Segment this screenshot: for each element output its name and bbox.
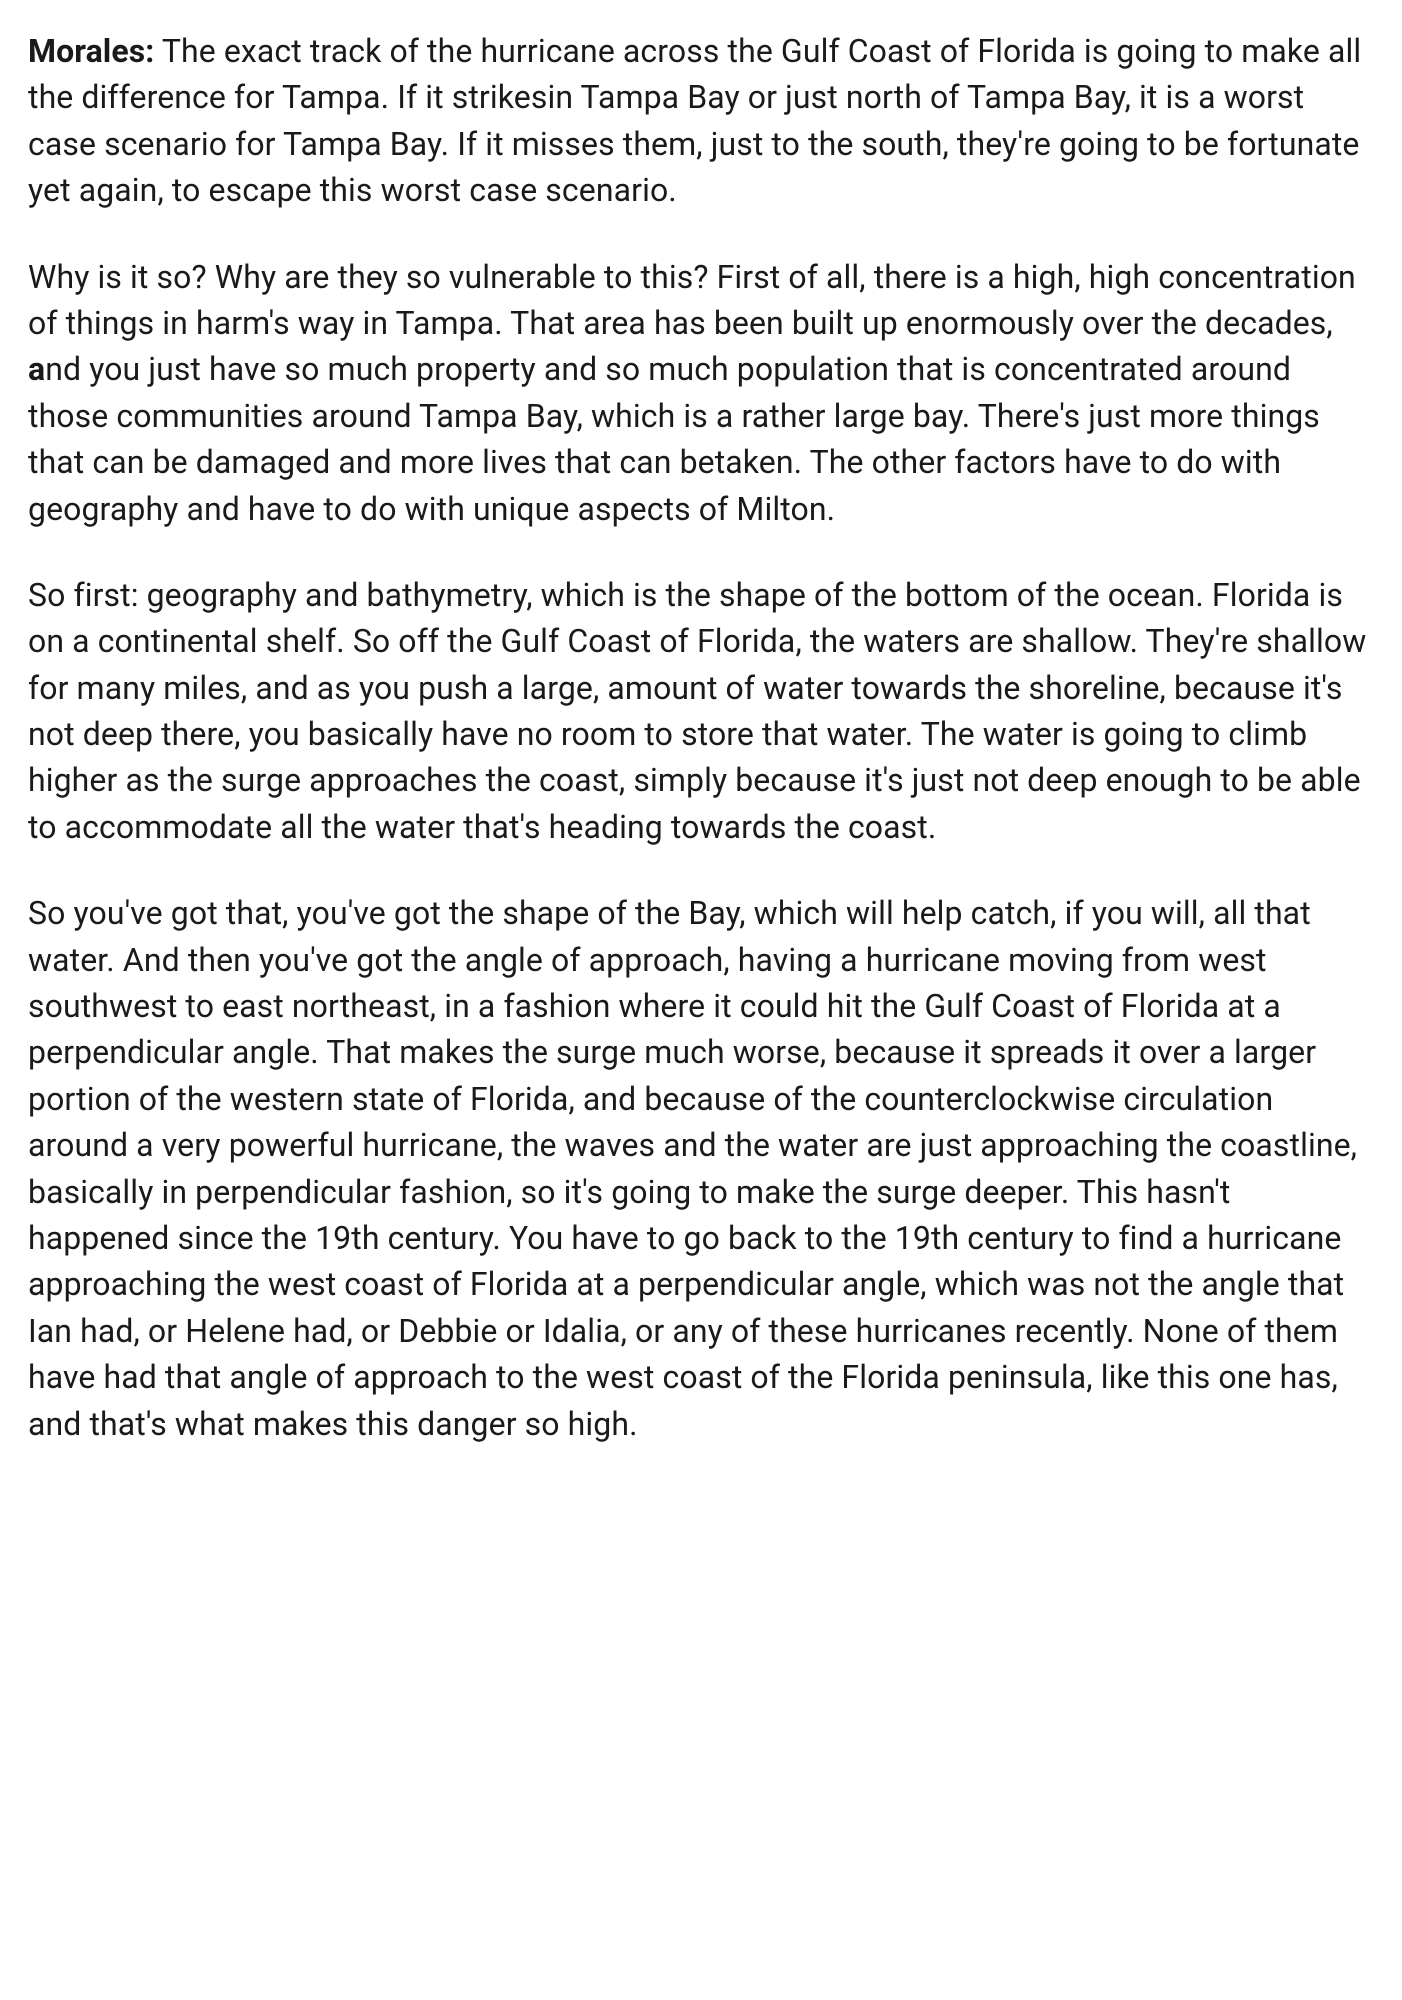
- article-body: Morales: The exact track of the hurrican…: [28, 28, 1374, 1447]
- paragraph-1: Morales: The exact track of the hurrican…: [28, 28, 1374, 214]
- speaker-label: Morales:: [28, 32, 154, 70]
- paragraph-2-bold: a: [28, 350, 45, 388]
- paragraph-2-before: Why is it so? Why are they so vulnerable…: [28, 258, 1356, 342]
- paragraph-2: Why is it so? Why are they so vulnerable…: [28, 254, 1374, 532]
- paragraph-1-text: The exact track of the hurricane across …: [28, 32, 1361, 209]
- paragraph-2-after: nd you just have so much property and so…: [28, 350, 1320, 527]
- paragraph-3: So first: geography and bathymetry, whic…: [28, 572, 1374, 850]
- paragraph-4: So you've got that, you've got the shape…: [28, 890, 1374, 1447]
